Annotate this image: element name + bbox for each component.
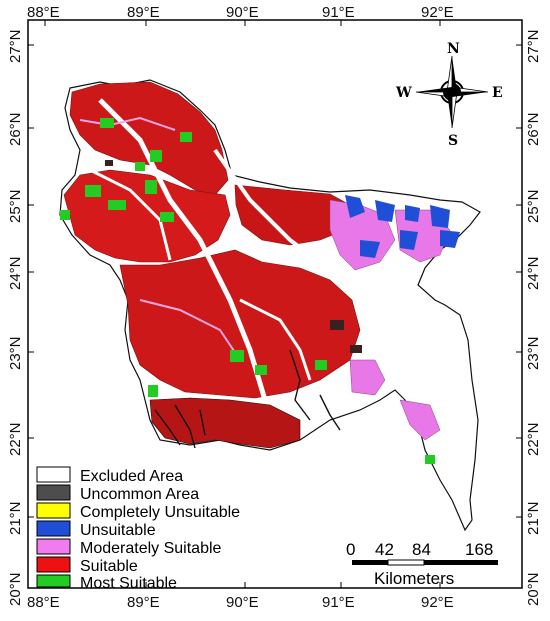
compass-e-label: E <box>492 85 503 101</box>
longitude-labels-top: 88°E 89°E 90°E 91°E 92°E <box>27 4 454 21</box>
lat-label-24-right: 24°N <box>525 256 542 290</box>
compass-n-label: N <box>447 41 460 57</box>
lon-label-90: 90°E <box>226 4 259 21</box>
lon-label-89: 89°E <box>127 4 160 21</box>
legend-swatch-moderately-suitable <box>36 538 71 555</box>
legend-swatch-completely-unsuitable <box>36 502 71 519</box>
legend-label-excluded: Excluded Area <box>80 468 183 485</box>
lat-label-26-right: 26°N <box>525 112 542 146</box>
scale-tick-42: 42 <box>375 540 394 559</box>
lat-label-22: 22°N <box>7 422 24 456</box>
lon-label-92-bottom: 92°E <box>421 594 454 611</box>
legend-swatch-uncommon <box>36 484 71 501</box>
lon-label-88-bottom: 88°E <box>27 594 60 611</box>
compass-w-label: W <box>395 85 412 101</box>
scale-bar: 0 42 84 168 Kilometers <box>346 540 498 588</box>
lat-label-27: 27°N <box>7 29 24 63</box>
lon-label-88: 88°E <box>27 4 60 21</box>
graticule-ticks <box>28 20 522 588</box>
compass-rose: N S E W <box>395 41 503 149</box>
legend-label-completely-unsuitable: Completely Unsuitable <box>80 504 240 521</box>
legend-swatch-suitable <box>36 556 71 573</box>
lat-label-25: 25°N <box>7 189 24 223</box>
scale-segment-3 <box>424 560 498 565</box>
lat-label-25-right: 25°N <box>525 189 542 223</box>
lon-label-92: 92°E <box>421 4 454 21</box>
scale-segment-2 <box>387 559 425 566</box>
lon-label-91-bottom: 91°E <box>322 594 355 611</box>
lat-label-21: 21°N <box>7 501 24 535</box>
lat-label-23: 23°N <box>7 336 24 370</box>
scale-unit-label: Kilometers <box>374 569 454 588</box>
legend-label-moderately-suitable: Moderately Suitable <box>80 540 222 557</box>
lat-label-22-right: 22°N <box>525 422 542 456</box>
legend: Excluded Area Uncommon Area Completely U… <box>36 466 240 592</box>
lat-label-23-right: 23°N <box>525 336 542 370</box>
lat-label-20-right: 20°N <box>525 572 542 606</box>
scale-tick-0: 0 <box>346 540 355 559</box>
lon-label-89-bottom: 89°E <box>127 594 160 611</box>
scale-tick-168: 168 <box>465 540 493 559</box>
latitude-labels-left: 27°N 26°N 25°N 24°N 23°N 22°N 21°N 20°N <box>7 29 24 606</box>
lat-label-21-right: 21°N <box>525 501 542 535</box>
legend-swatch-excluded <box>36 466 71 483</box>
lat-label-27-right: 27°N <box>525 29 542 63</box>
legend-label-suitable: Suitable <box>80 558 138 575</box>
legend-label-most-suitable: Most Suitable <box>80 575 177 592</box>
legend-swatch-most-suitable <box>36 574 71 588</box>
legend-swatch-unsuitable <box>36 520 71 537</box>
lat-label-24: 24°N <box>7 256 24 290</box>
legend-label-unsuitable: Unsuitable <box>80 522 156 539</box>
scale-segment-1 <box>352 560 388 565</box>
latitude-labels-right: 27°N 26°N 25°N 24°N 23°N 22°N 21°N 20°N <box>525 29 542 606</box>
lat-label-20: 20°N <box>7 572 24 606</box>
legend-label-uncommon: Uncommon Area <box>80 486 199 503</box>
scale-tick-84: 84 <box>412 540 431 559</box>
lon-label-90-bottom: 90°E <box>226 594 259 611</box>
compass-s-label: S <box>448 133 458 149</box>
lat-label-26: 26°N <box>7 112 24 146</box>
lon-label-91: 91°E <box>322 4 355 21</box>
longitude-labels-bottom: 88°E 89°E 90°E 91°E 92°E <box>27 594 454 611</box>
suitability-patches <box>60 81 460 464</box>
